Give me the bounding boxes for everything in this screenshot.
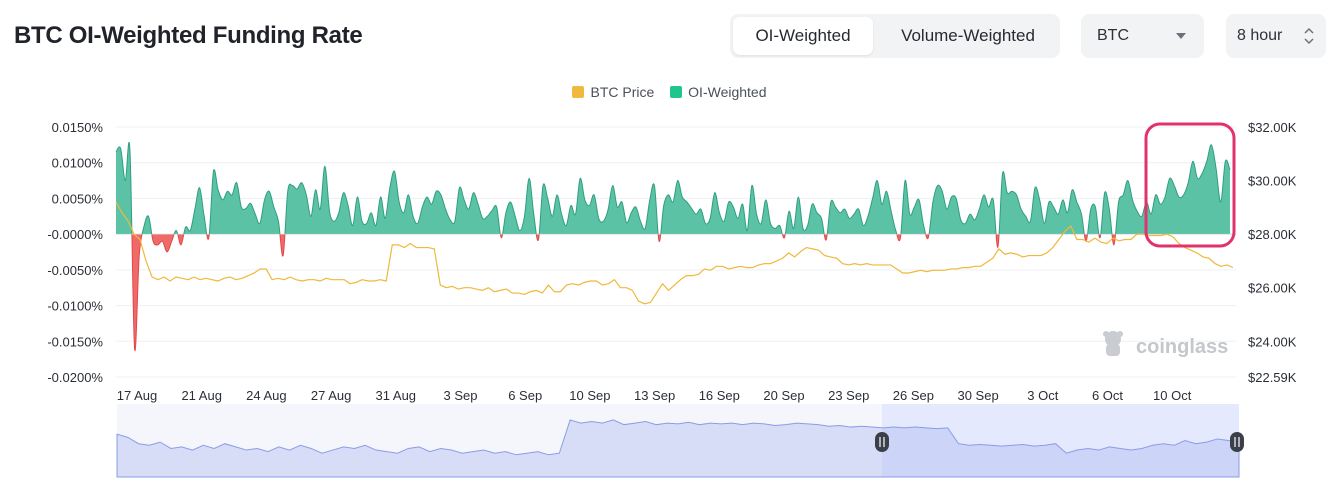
x-tick-label: 20 Sep <box>763 388 804 403</box>
range-navigator <box>116 404 1244 478</box>
navigator-left-handle[interactable] <box>875 432 889 452</box>
right-tick-label: $22.59K <box>1248 370 1297 385</box>
tab-oi-weighted[interactable]: OI-Weighted <box>733 17 873 55</box>
left-y-axis: 0.0150% 0.0100% 0.0050% -0.0000% -0.0050% -0.… <box>47 120 103 385</box>
left-tick-label: -0.0150% <box>47 334 103 349</box>
legend-item-btc-price[interactable]: BTC Price <box>572 84 654 100</box>
right-tick-label: $24.00K <box>1248 334 1297 349</box>
left-tick-label: 0.0100% <box>52 156 104 171</box>
funding-area-layer <box>115 141 1236 352</box>
x-tick-label: 24 Aug <box>246 388 287 403</box>
coinglass-logo-icon <box>1103 331 1123 356</box>
x-tick-label: 26 Sep <box>893 388 934 403</box>
right-tick-label: $26.00K <box>1248 281 1297 296</box>
legend-label-btc-price: BTC Price <box>590 84 655 100</box>
btc-price-line <box>115 201 1234 305</box>
interval-select-value: 8 hour <box>1237 27 1283 44</box>
legend-swatch-oi-weighted <box>670 86 683 98</box>
funding-negative-area <box>131 234 1116 351</box>
left-tick-label: -0.0100% <box>47 299 103 314</box>
grid-lines <box>116 126 1236 378</box>
up-down-stepper-icon <box>1304 27 1314 45</box>
x-tick-label: 6 Oct <box>1092 388 1123 403</box>
right-tick-label: $28.00K <box>1248 227 1297 242</box>
weighting-segmented-control: OI-Weighted Volume-Weighted <box>730 14 1060 58</box>
x-tick-label: 3 Oct <box>1027 388 1058 403</box>
interval-select[interactable]: 8 hour <box>1226 14 1326 58</box>
symbol-select-value: BTC <box>1097 27 1129 44</box>
funding-positive-line <box>115 141 1231 235</box>
x-tick-label: 21 Aug <box>181 388 222 403</box>
x-tick-label: 10 Sep <box>569 388 610 403</box>
left-tick-label: -0.0200% <box>47 370 103 385</box>
x-tick-label: 30 Sep <box>957 388 998 403</box>
page-title: BTC OI-Weighted Funding Rate <box>14 22 363 49</box>
chart-legend: BTC Price OI-Weighted <box>0 84 1339 100</box>
x-tick-label: 10 Oct <box>1153 388 1192 403</box>
navigator-right-handle[interactable] <box>1230 432 1244 452</box>
legend-swatch-btc-price <box>572 86 585 98</box>
legend-label-oi-weighted: OI-Weighted <box>688 84 767 100</box>
x-tick-label: 16 Sep <box>699 388 740 403</box>
x-tick-label: 27 Aug <box>311 388 352 403</box>
navigator-selection[interactable] <box>882 404 1239 477</box>
x-tick-label: 13 Sep <box>634 388 675 403</box>
right-tick-label: $30.00K <box>1248 174 1297 189</box>
x-tick-label: 3 Sep <box>444 388 478 403</box>
right-tick-label: $32.00K <box>1248 120 1297 135</box>
x-tick-label: 31 Aug <box>376 388 417 403</box>
x-tick-label: 23 Sep <box>828 388 869 403</box>
x-axis: 17 Aug 21 Aug 24 Aug 27 Aug 31 Aug 3 Sep 6 Sep… <box>117 388 1192 403</box>
x-tick-label: 17 Aug <box>117 388 158 403</box>
watermark-text: coinglass <box>1136 336 1228 358</box>
watermark: coinglass <box>1103 331 1228 358</box>
symbol-select[interactable]: BTC <box>1081 14 1204 58</box>
left-tick-label: 0.0150% <box>52 120 104 135</box>
navigator-series <box>116 419 1240 478</box>
right-y-axis: $32.00K $30.00K $28.00K $26.00K $24.00K $22.5… <box>1248 120 1297 385</box>
left-tick-label: 0.0050% <box>52 191 104 206</box>
highlight-box <box>1144 122 1236 248</box>
tab-volume-weighted[interactable]: Volume-Weighted <box>901 26 1035 45</box>
price-line-layer <box>115 201 1234 305</box>
chevron-down-icon <box>1176 33 1186 39</box>
legend-item-oi-weighted[interactable]: OI-Weighted <box>670 84 767 100</box>
funding-positive-area <box>116 142 1230 235</box>
x-tick-label: 6 Sep <box>508 388 542 403</box>
left-tick-label: -0.0000% <box>47 227 103 242</box>
left-tick-label: -0.0050% <box>47 263 103 278</box>
